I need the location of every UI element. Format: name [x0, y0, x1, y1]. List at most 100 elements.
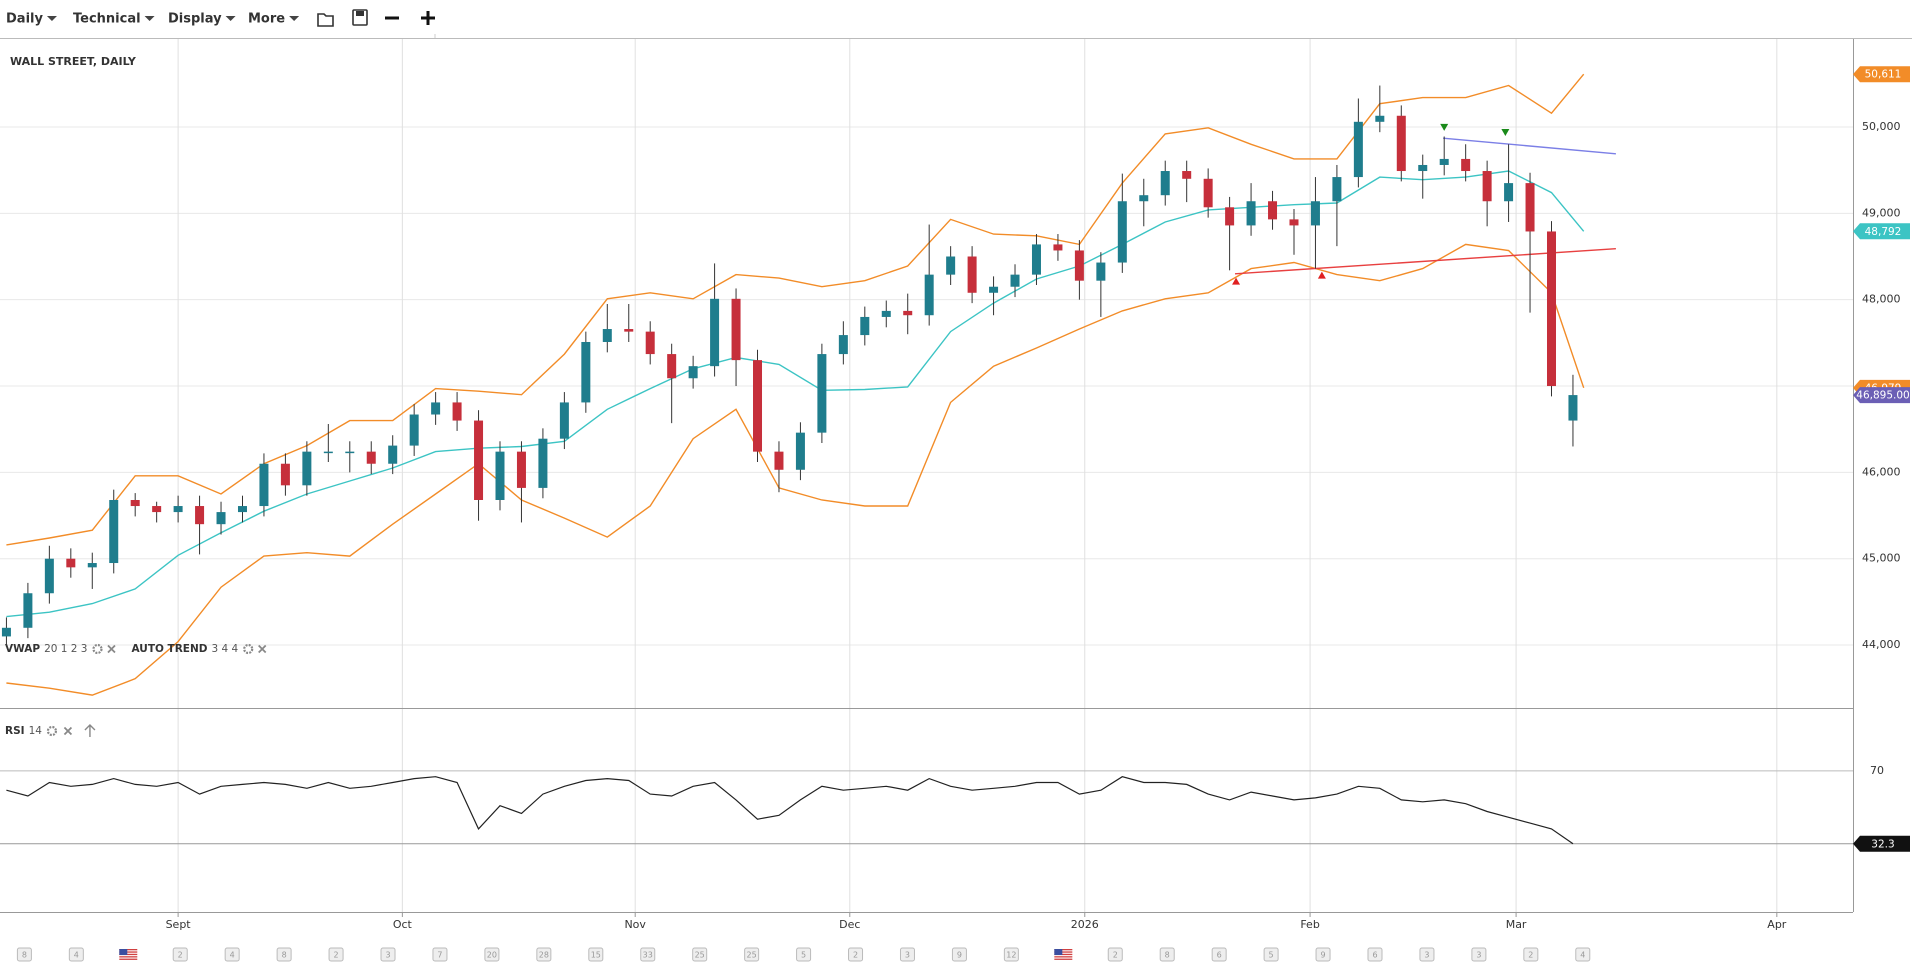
- event-box[interactable]: [1471, 947, 1487, 962]
- indicator-params: 14: [29, 725, 43, 737]
- flag-canton: [119, 949, 128, 955]
- event-box[interactable]: [1159, 947, 1175, 962]
- candle-body: [1268, 201, 1278, 220]
- candle-body: [753, 360, 763, 452]
- candle-body: [1418, 164, 1428, 172]
- settings-icon[interactable]: [92, 643, 103, 655]
- event-box[interactable]: [1263, 947, 1279, 962]
- event-label: 33: [643, 951, 653, 960]
- x-tick-label: Mar: [1506, 918, 1527, 931]
- event-box[interactable]: [380, 947, 396, 962]
- event-box[interactable]: [68, 947, 84, 962]
- event-label: 6: [1217, 951, 1222, 960]
- candle-body: [1461, 158, 1471, 172]
- candle-body: [66, 558, 76, 568]
- remove-icon[interactable]: [63, 726, 73, 736]
- event-box[interactable]: [1575, 947, 1591, 962]
- remove-icon[interactable]: [258, 644, 267, 654]
- dropdown-caret: [46, 16, 57, 21]
- signal-marker: [1440, 123, 1449, 131]
- event-box[interactable]: [899, 947, 915, 962]
- remove-icon[interactable]: [107, 644, 116, 654]
- x-tick-label: Apr: [1767, 918, 1787, 931]
- event-label: 3: [905, 951, 910, 960]
- menu-button[interactable]: Technical: [73, 12, 141, 27]
- save-icon[interactable]: [352, 9, 368, 26]
- candle-body: [731, 298, 741, 361]
- flag-stripe: [1054, 956, 1073, 958]
- event-box[interactable]: [1003, 947, 1019, 962]
- indicator-params: 20 1 2 3: [44, 643, 87, 655]
- candle-body: [667, 354, 677, 379]
- event-box[interactable]: [1367, 947, 1383, 962]
- y-tick-label: 45,000: [1862, 552, 1901, 565]
- candle-body: [1139, 195, 1149, 202]
- event-box[interactable]: [951, 947, 967, 962]
- candle-body: [688, 366, 698, 379]
- flag-stripe: [1054, 953, 1073, 956]
- event-box[interactable]: [588, 947, 604, 962]
- event-box[interactable]: [16, 947, 32, 962]
- event-box[interactable]: [1419, 947, 1435, 962]
- candle-body: [259, 463, 269, 507]
- event-box[interactable]: [692, 947, 708, 962]
- event-box[interactable]: [432, 947, 448, 962]
- candle-body: [989, 286, 999, 293]
- flag-icon[interactable]: [119, 949, 138, 960]
- collapse-icon[interactable]: [84, 724, 96, 737]
- menu-button[interactable]: Daily: [6, 12, 43, 27]
- chart-title: WALL STREET, DAILY: [10, 55, 137, 68]
- event-box[interactable]: [1315, 947, 1331, 962]
- candle-body: [1332, 177, 1342, 202]
- event-box[interactable]: [744, 947, 760, 962]
- event-box[interactable]: [276, 947, 292, 962]
- event-box[interactable]: [796, 947, 812, 962]
- settings-icon[interactable]: [46, 725, 58, 737]
- flag-stripe: [1054, 949, 1073, 951]
- indicator-name: VWAP: [5, 643, 40, 655]
- menu-button[interactable]: Display: [168, 12, 222, 27]
- x-tick-label: Oct: [393, 918, 413, 931]
- event-label: 4: [74, 951, 79, 960]
- event-box[interactable]: [640, 947, 656, 962]
- candle-body: [1525, 183, 1535, 232]
- candle-body: [1096, 262, 1106, 281]
- flag-icon[interactable]: [1054, 949, 1073, 960]
- candle-body: [602, 329, 612, 342]
- x-tick-label: Nov: [624, 918, 646, 931]
- candle-body: [1010, 274, 1020, 287]
- candle-body: [23, 593, 33, 628]
- candle-body: [109, 499, 119, 564]
- zoom-in-icon[interactable]: [421, 11, 435, 25]
- event-label: 3: [385, 951, 390, 960]
- indicator-name: AUTO TREND: [131, 643, 207, 655]
- y-tick-label: 70: [1870, 764, 1884, 777]
- candle-body: [1375, 115, 1385, 122]
- event-box[interactable]: [1211, 947, 1227, 962]
- candle-body: [967, 256, 977, 293]
- settings-icon[interactable]: [243, 643, 254, 655]
- candle-body: [323, 451, 333, 454]
- event-box[interactable]: [484, 947, 500, 962]
- flag-stripe: [1054, 951, 1073, 953]
- candle-body: [946, 256, 956, 275]
- menu-button[interactable]: More: [248, 12, 285, 27]
- candle-body: [1568, 395, 1578, 421]
- open-icon[interactable]: [317, 13, 334, 27]
- event-box[interactable]: [1107, 947, 1123, 962]
- event-box[interactable]: [224, 947, 240, 962]
- event-label: 2: [1528, 951, 1533, 960]
- event-box[interactable]: [172, 947, 188, 962]
- y-tick-label: 48,000: [1862, 293, 1901, 306]
- event-box[interactable]: [328, 947, 344, 962]
- event-box[interactable]: [536, 947, 552, 962]
- candle-body: [366, 451, 376, 464]
- event-label: 8: [282, 951, 287, 960]
- event-label: 2: [1113, 951, 1118, 960]
- event-box[interactable]: [1523, 947, 1539, 962]
- indicator-line: [6, 73, 1585, 546]
- candle-body: [860, 316, 870, 336]
- event-box[interactable]: [848, 947, 864, 962]
- candle-body: [280, 463, 290, 486]
- current-price-tag: [1853, 387, 1910, 404]
